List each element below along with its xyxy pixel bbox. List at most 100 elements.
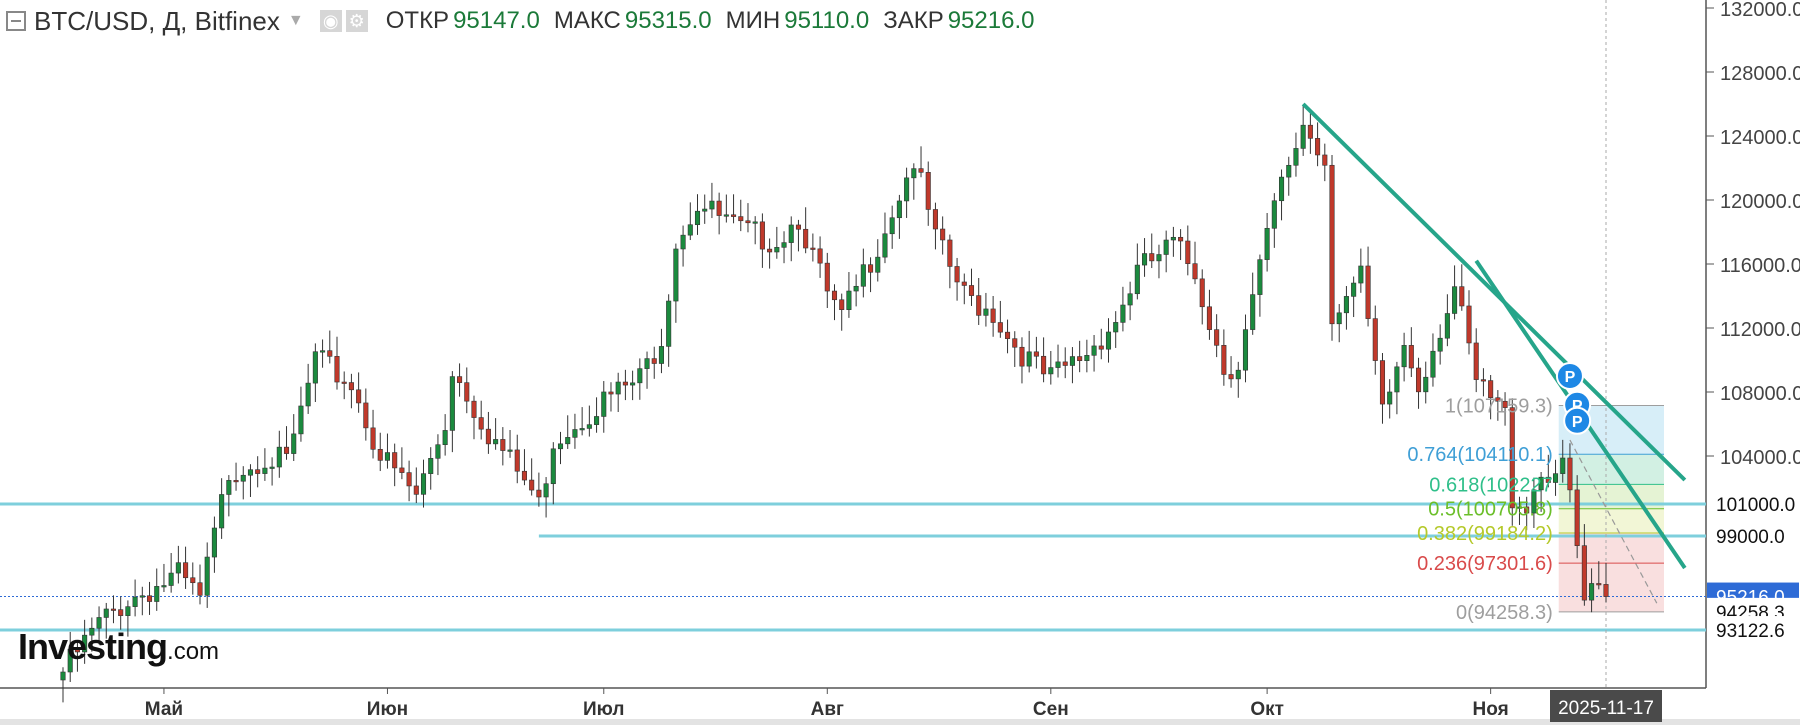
candle: [283, 426, 290, 460]
candle-body: [1098, 345, 1104, 350]
candle: [1459, 264, 1465, 311]
candle: [406, 460, 412, 502]
candle-body: [356, 389, 362, 404]
candle: [500, 427, 506, 466]
candle: [1552, 459, 1559, 496]
candle: [348, 373, 354, 409]
candle: [1012, 331, 1018, 367]
candle: [276, 430, 282, 478]
candle: [471, 395, 477, 440]
candle: [449, 371, 455, 453]
candle-body: [1077, 356, 1083, 361]
candle-body: [853, 285, 859, 292]
candle-body: [1322, 154, 1328, 166]
candle-body: [291, 433, 297, 454]
candle-body: [110, 608, 117, 611]
candle: [745, 203, 751, 233]
candle-body: [334, 356, 340, 383]
candle: [428, 447, 434, 490]
price-badge-bg: [1707, 522, 1799, 550]
candle: [1271, 193, 1277, 248]
candle: [1019, 337, 1025, 384]
candle: [211, 516, 217, 573]
candle: [1603, 562, 1609, 603]
candle: [1084, 339, 1090, 373]
candle-body: [1250, 294, 1256, 330]
candle: [1250, 272, 1256, 335]
candle: [312, 343, 318, 402]
date-badge-label: 2025-11-17: [1558, 698, 1654, 719]
candle-body: [911, 168, 917, 179]
candle-body: [795, 224, 801, 230]
x-tick-label: Окт: [1250, 699, 1284, 720]
candle-body: [377, 448, 383, 461]
x-tick-label: Авг: [811, 699, 844, 720]
candle-body: [74, 648, 80, 653]
candle-body: [1005, 331, 1011, 339]
candle-body: [103, 608, 109, 618]
candle: [738, 199, 744, 232]
candle-body: [1365, 265, 1371, 319]
marker-label: P: [1565, 369, 1576, 386]
candle-body: [666, 300, 672, 347]
candle: [139, 586, 145, 616]
candle: [1567, 443, 1573, 503]
candle: [940, 216, 946, 255]
eye-icon[interactable]: ◉: [319, 10, 342, 32]
candle-body: [579, 428, 585, 431]
symbol-title[interactable]: BTC/USD, Д, Bitfinex: [34, 5, 280, 36]
candle: [1581, 524, 1587, 606]
candle-body: [60, 671, 66, 681]
projection-line: [1569, 439, 1658, 604]
candle: [1221, 329, 1227, 386]
x-tick-label: Сен: [1033, 699, 1069, 720]
candle: [1098, 328, 1104, 360]
candle-body: [745, 220, 751, 224]
candle-body: [1214, 329, 1220, 346]
candle: [594, 397, 600, 433]
candle: [435, 434, 441, 476]
candle-body: [637, 368, 643, 384]
candle: [442, 414, 448, 456]
gear-icon[interactable]: ⚙: [345, 10, 368, 32]
candle-body: [363, 402, 369, 429]
candle-body: [781, 242, 787, 248]
candle-body: [702, 208, 708, 212]
candle-body: [1235, 369, 1241, 380]
candle-body: [1538, 476, 1544, 491]
candle: [1041, 337, 1047, 383]
candle-body: [680, 234, 686, 250]
candle-body: [255, 469, 261, 474]
candle-body: [348, 382, 354, 391]
candle: [420, 459, 427, 508]
candle-body: [550, 448, 556, 485]
level-badge: 93122.6: [1707, 616, 1799, 645]
candle: [493, 418, 499, 450]
price-badge-bg: [1707, 616, 1799, 645]
candle-body: [1113, 322, 1119, 333]
collapse-icon[interactable]: [6, 11, 26, 31]
candle-body: [399, 467, 405, 473]
candle-body: [968, 285, 975, 296]
candle: [1343, 286, 1349, 330]
candle-body: [125, 606, 131, 616]
price-badge-label: 101000.0: [1716, 495, 1795, 516]
candle: [1401, 332, 1407, 382]
chevron-down-icon[interactable]: ▼: [287, 12, 304, 29]
candle-body: [1401, 345, 1407, 368]
candle: [1524, 496, 1530, 531]
candle-body: [1596, 583, 1602, 586]
candle-body: [211, 527, 217, 558]
candle: [803, 207, 809, 254]
candle: [932, 202, 938, 250]
candle-body: [875, 256, 881, 273]
candle: [990, 296, 996, 337]
candle-body: [882, 233, 888, 258]
fib-level-label: 0.618(102227: [1429, 474, 1552, 496]
candle: [1466, 290, 1472, 355]
candle: [514, 434, 520, 484]
candle-body: [1567, 457, 1573, 491]
candle-body: [89, 627, 95, 636]
x-tick-label: Май: [145, 699, 183, 720]
